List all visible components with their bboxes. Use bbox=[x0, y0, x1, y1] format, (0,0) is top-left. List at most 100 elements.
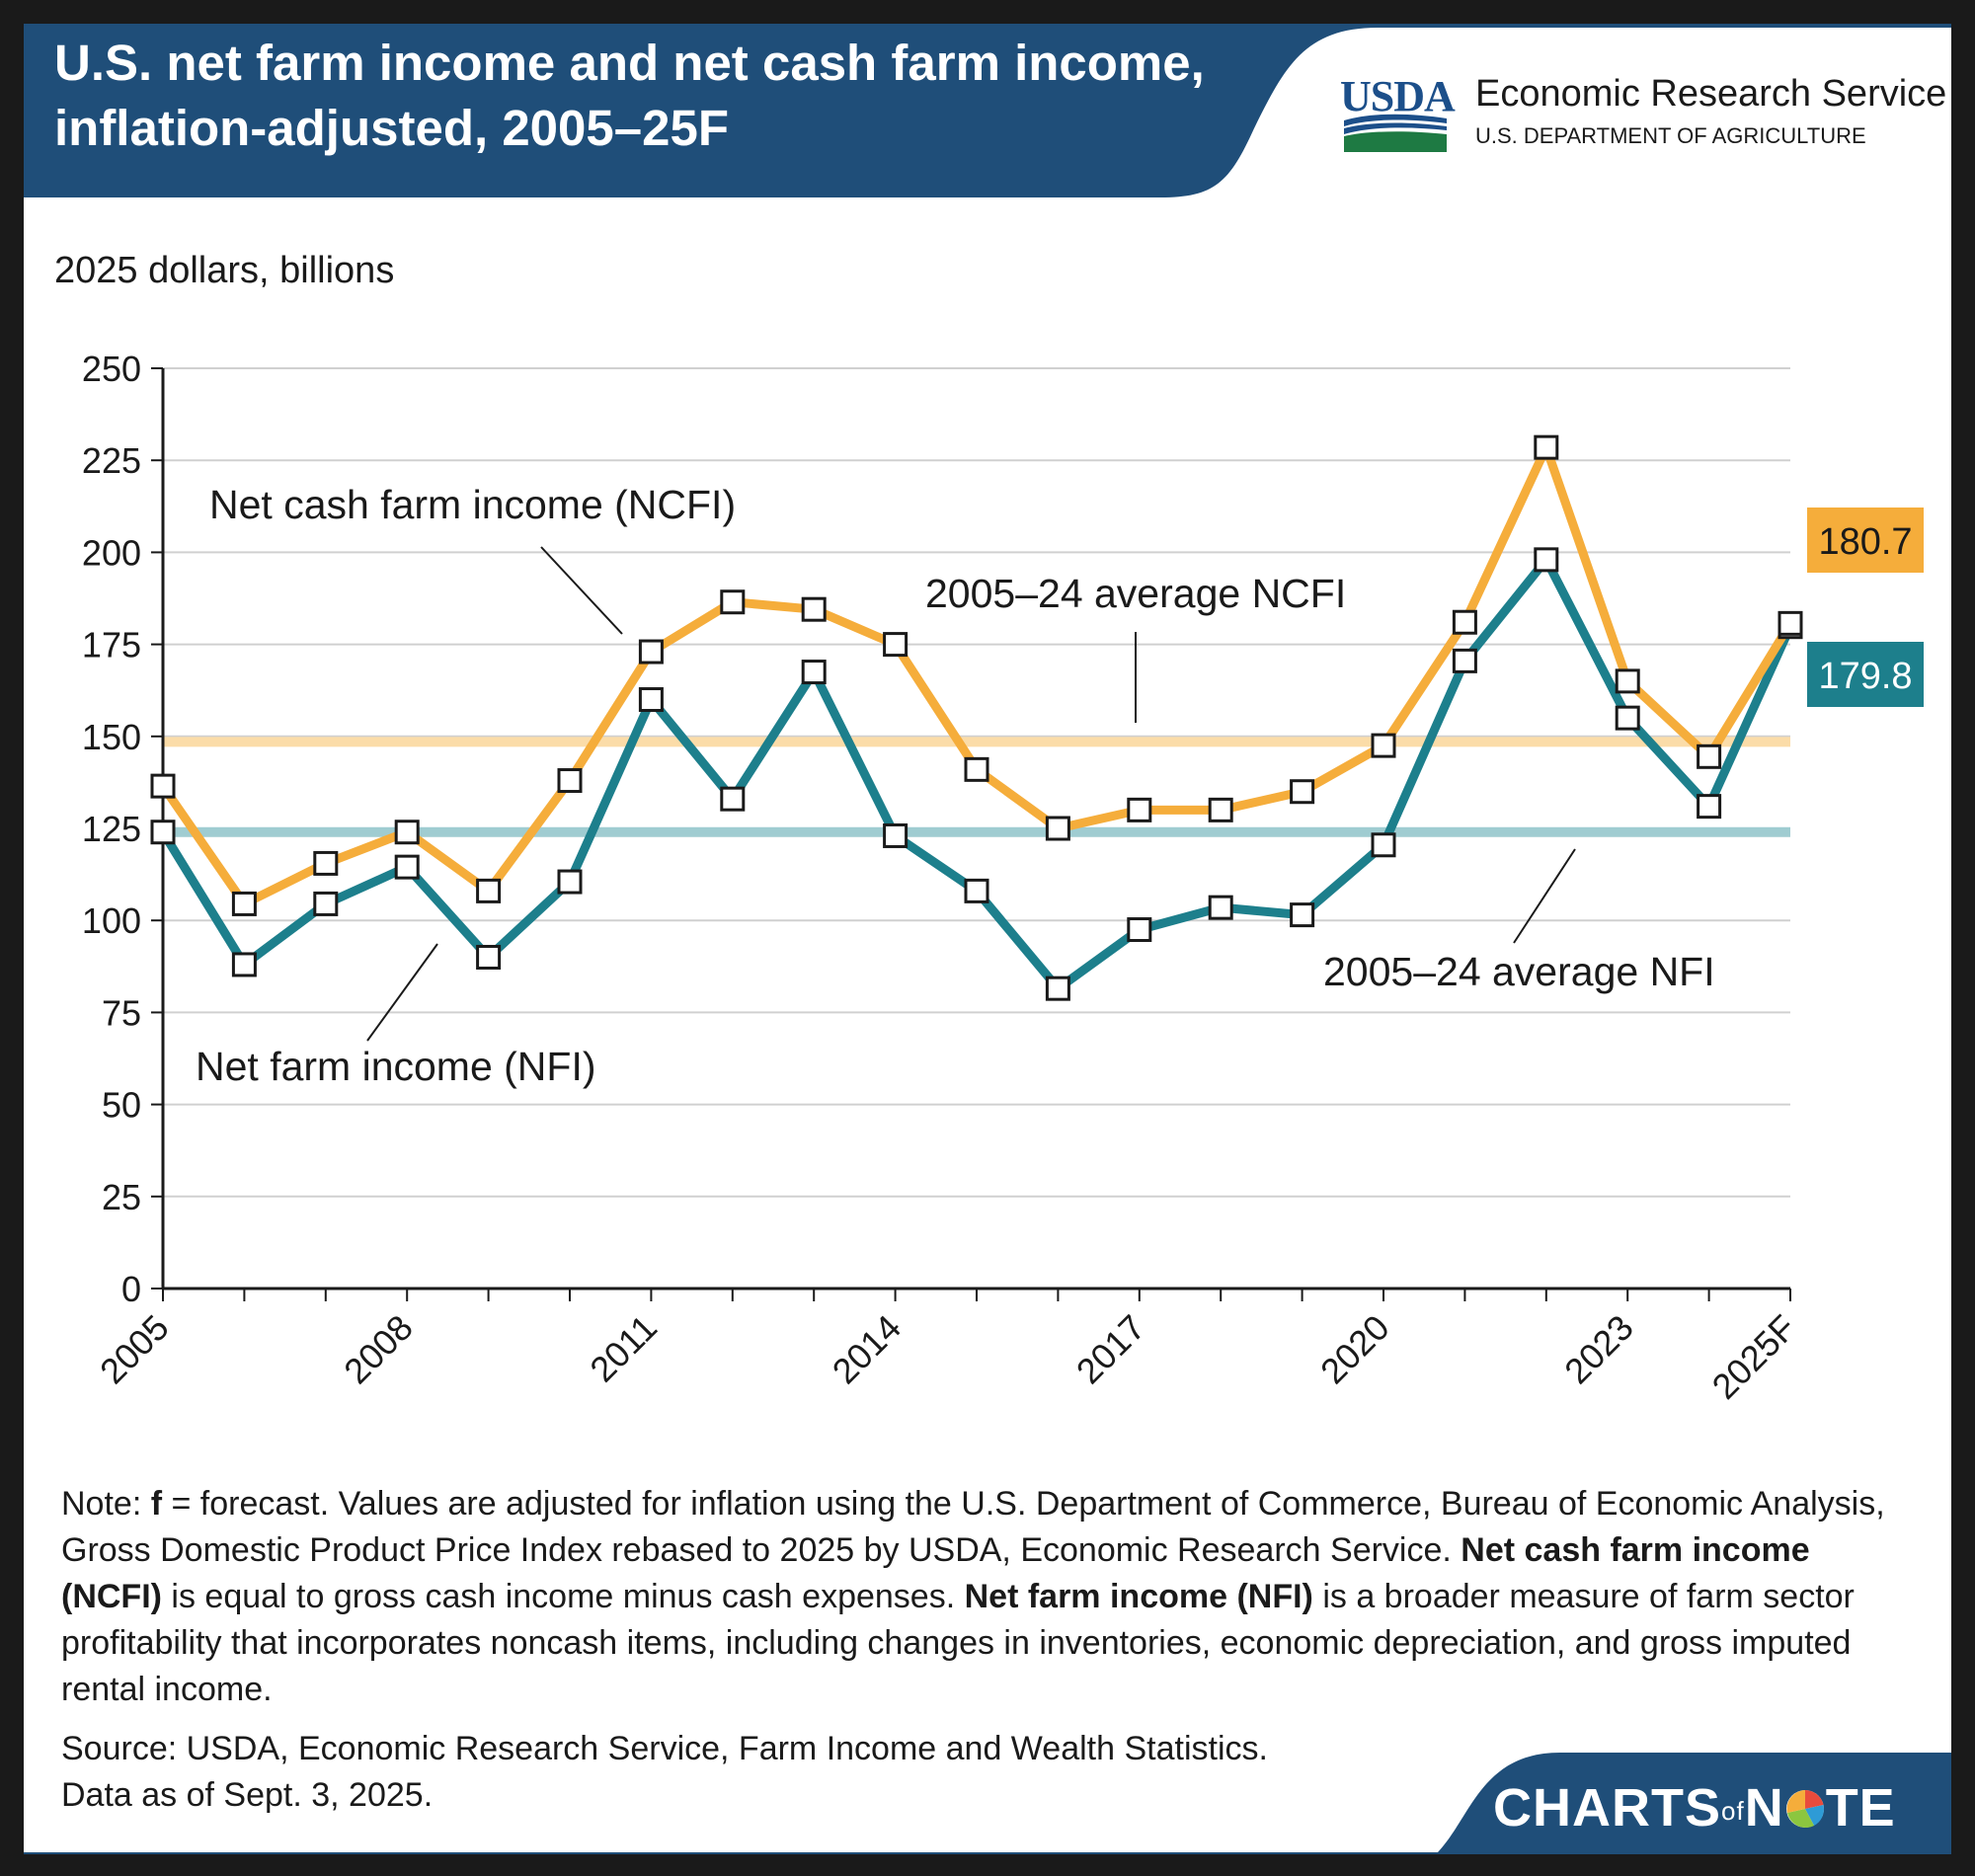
nfi-point-2023 bbox=[1615, 705, 1640, 731]
y-tick-label: 175 bbox=[82, 625, 141, 665]
chart-title-line-2: inflation-adjusted, 2005–25F bbox=[54, 100, 730, 156]
y-tick-label: 25 bbox=[102, 1177, 141, 1217]
annotations: Net cash farm income (NCFI) Net farm inc… bbox=[196, 482, 1924, 1089]
nfi-avg-leader-line bbox=[1513, 848, 1576, 944]
series-markers bbox=[150, 434, 1803, 1001]
x-tick-label: 2020 bbox=[1312, 1307, 1397, 1392]
nfi-point-2019 bbox=[1290, 902, 1315, 928]
header-banner bbox=[24, 24, 1951, 197]
nfi-point-2013 bbox=[801, 660, 827, 685]
nfi-leader-line bbox=[366, 943, 438, 1042]
ncfi-series-label: Net cash farm income (NCFI) bbox=[209, 482, 736, 527]
ncfi-point-2007 bbox=[313, 850, 339, 876]
brand-banner bbox=[1438, 1753, 1951, 1852]
pie-chart-icon bbox=[1785, 1790, 1824, 1828]
chart-title-line-1: U.S. net farm income and net cash farm i… bbox=[54, 35, 1205, 91]
nfi-point-2011 bbox=[638, 687, 664, 713]
x-tick-label: 2005 bbox=[92, 1307, 177, 1392]
ncfi-point-2010 bbox=[557, 768, 583, 794]
usda-logo-icon bbox=[1344, 114, 1447, 152]
nfi-point-2017 bbox=[1127, 917, 1152, 943]
ncfi-point-2023 bbox=[1615, 668, 1640, 694]
note-f-term: f bbox=[150, 1485, 163, 1523]
ncfi-point-2015 bbox=[964, 756, 989, 782]
y-tick-label: 50 bbox=[102, 1085, 141, 1126]
department-name: U.S. DEPARTMENT OF AGRICULTURE bbox=[1475, 123, 1866, 148]
nfi-point-2015 bbox=[964, 878, 989, 903]
ncfi-point-2005 bbox=[150, 773, 176, 799]
x-tick-label: 2017 bbox=[1068, 1307, 1153, 1392]
nfi-point-2006 bbox=[231, 952, 257, 977]
nfi-point-2014 bbox=[883, 822, 908, 848]
x-tick-label: 2011 bbox=[582, 1307, 665, 1390]
gridlines bbox=[163, 367, 1790, 1198]
x-tick-label: 2008 bbox=[336, 1307, 421, 1392]
ncfi-point-2013 bbox=[801, 596, 827, 622]
y-axis-unit-label: 2025 dollars, billions bbox=[54, 250, 395, 291]
x-tick-label: 2025F bbox=[1703, 1307, 1803, 1407]
note-ncfi-term: Net cash farm income (NCFI) bbox=[61, 1531, 1810, 1615]
note-prefix: Note: bbox=[61, 1485, 151, 1523]
source-line-2: Data as of Sept. 3, 2025. bbox=[61, 1776, 434, 1814]
ncfi-point-2006 bbox=[231, 891, 257, 916]
nfi-point-2021 bbox=[1452, 648, 1477, 673]
ncfi-point-2008 bbox=[394, 820, 420, 845]
y-tick-label: 0 bbox=[121, 1269, 141, 1309]
x-tick-label: 2023 bbox=[1556, 1307, 1641, 1392]
ncfi-point-2009 bbox=[476, 878, 502, 903]
brand-te: TE bbox=[1825, 1778, 1896, 1837]
annotation-leader-lines bbox=[366, 546, 1576, 1042]
nfi-point-2010 bbox=[557, 869, 583, 895]
y-tick-label: 250 bbox=[82, 349, 141, 389]
ncfi-point-2014 bbox=[883, 632, 908, 658]
ncfi-point-2020 bbox=[1371, 733, 1396, 758]
ncfi-average-label: 2005–24 average NCFI bbox=[925, 571, 1346, 616]
nfi-point-2016 bbox=[1045, 976, 1070, 1001]
ncfi-leader-line bbox=[540, 546, 623, 635]
note-nfi-text: is a broader measure of farm sector prof… bbox=[61, 1578, 1855, 1708]
usda-logo-text: USDA bbox=[1340, 72, 1456, 120]
nfi-point-2020 bbox=[1371, 832, 1396, 858]
brand-n: N bbox=[1744, 1778, 1784, 1837]
series-lines bbox=[158, 442, 1795, 993]
nfi-point-2024 bbox=[1697, 794, 1722, 820]
chart-note: Note: f = forecast. Values are adjusted … bbox=[61, 1481, 1918, 1713]
y-tick-label: 225 bbox=[82, 440, 141, 481]
x-tick-label: 2014 bbox=[825, 1307, 909, 1392]
line-chart: 0 25 50 75 100 125 150 175 200 225 250 2005 2008 2011… bbox=[82, 349, 1924, 1407]
y-tick-label: 150 bbox=[82, 717, 141, 757]
y-tick-label: 100 bbox=[82, 900, 141, 941]
nfi-point-2007 bbox=[313, 891, 339, 916]
nfi-end-value-badge bbox=[1807, 642, 1924, 707]
nfi-end-value: 179.8 bbox=[1818, 656, 1912, 697]
note-nfi-term: Net farm income (NFI) bbox=[964, 1578, 1313, 1615]
y-tick-label: 125 bbox=[82, 809, 141, 849]
nfi-point-2022 bbox=[1534, 547, 1559, 573]
nfi-point-2009 bbox=[476, 944, 502, 970]
ncfi-point-2012 bbox=[720, 589, 746, 615]
ncfi-end-value: 180.7 bbox=[1818, 521, 1912, 563]
ncfi-point-2021 bbox=[1452, 609, 1477, 635]
nfi-point-2018 bbox=[1208, 895, 1233, 920]
nfi-point-2008 bbox=[394, 854, 420, 880]
brand-charts: CHARTS bbox=[1493, 1778, 1721, 1837]
ncfi-point-2011 bbox=[638, 639, 664, 664]
agency-name: Economic Research Service bbox=[1475, 73, 1947, 115]
ncfi-point-2017 bbox=[1127, 797, 1152, 822]
ncfi-end-value-badge bbox=[1807, 508, 1924, 573]
y-tick-label: 200 bbox=[82, 532, 141, 573]
ncfi-point-2022 bbox=[1534, 434, 1559, 460]
reference-lines bbox=[163, 737, 1790, 837]
note-forecast-text: = forecast. Values are adjusted for infl… bbox=[61, 1485, 1885, 1569]
nfi-average-label: 2005–24 average NFI bbox=[1323, 949, 1715, 994]
source-line-1: Source: USDA, Economic Research Service,… bbox=[61, 1730, 1268, 1767]
ncfi-point-2025F bbox=[1778, 610, 1803, 636]
brand-of: of bbox=[1721, 1796, 1745, 1827]
y-tick-label: 75 bbox=[102, 992, 141, 1033]
charts-of-note-logo: CHARTSofN TE bbox=[1493, 1777, 1896, 1838]
ncfi-point-2018 bbox=[1208, 797, 1233, 822]
chart-source: Source: USDA, Economic Research Service,… bbox=[61, 1726, 1444, 1819]
nfi-series-label: Net farm income (NFI) bbox=[196, 1044, 596, 1089]
note-ncfi-text: is equal to gross cash income minus cash… bbox=[161, 1578, 965, 1615]
